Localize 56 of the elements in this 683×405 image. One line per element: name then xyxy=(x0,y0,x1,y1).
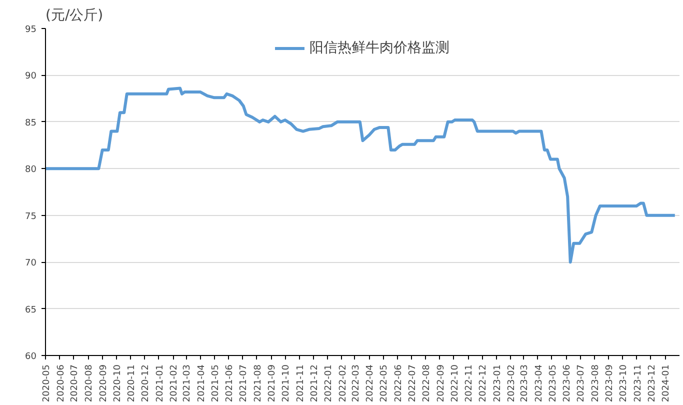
x-tick-label: 2020-07 xyxy=(70,364,80,402)
x-tick-label: 2021-07 xyxy=(239,364,249,402)
x-tick-label: 2020-08 xyxy=(84,364,95,402)
x-tick-label: 2023-09 xyxy=(605,364,616,402)
x-tick-label: 2022-08 xyxy=(422,364,432,402)
x-tick-label: 2022-07 xyxy=(408,364,418,402)
x-tick-label: 2021-02 xyxy=(170,364,180,402)
line-series xyxy=(46,86,676,264)
x-tick-label: 2023-03 xyxy=(520,364,530,402)
x-tick-label: 2023-06 xyxy=(562,364,573,402)
x-tick-label: 2023-05 xyxy=(548,364,558,402)
x-tick-label: 2021-04 xyxy=(196,364,207,402)
x-tick-label: 2022-11 xyxy=(464,364,475,402)
x-tick-label: 2020-10 xyxy=(112,364,123,402)
y-axis-title: (元/公斤) xyxy=(46,8,104,24)
y-tick-label: 70 xyxy=(25,258,37,269)
x-tick-label: 2023-11 xyxy=(633,364,644,402)
x-tick-label: 2021-06 xyxy=(225,364,236,402)
y-tick-label: 65 xyxy=(25,305,36,316)
x-tick-label: 2020-06 xyxy=(56,364,66,402)
y-tick-label: 80 xyxy=(25,165,37,176)
x-tick-label: 2020-11 xyxy=(127,364,138,402)
x-tick-label: 2022-12 xyxy=(478,364,489,402)
x-tick-label: 2021-01 xyxy=(155,364,166,402)
x-tick-label: 2021-09 xyxy=(268,364,278,402)
x-tick-label: 2022-10 xyxy=(450,364,460,402)
x-tick-label: 2021-11 xyxy=(296,364,306,402)
x-tick-label: 2022-03 xyxy=(351,364,362,402)
x-tick-label: 2023-10 xyxy=(619,364,630,402)
x-tick-label: 2022-02 xyxy=(338,364,348,402)
x-tick-label: 2021-05 xyxy=(210,364,221,402)
x-tick-label: 2022-09 xyxy=(436,364,446,402)
x-tick-label: 2023-08 xyxy=(590,364,601,402)
x-tick-label: 2024-01 xyxy=(662,364,672,402)
y-tick-label: 95 xyxy=(25,25,36,35)
x-tick-label: 2020-12 xyxy=(140,364,151,402)
x-tick-label: 2022-04 xyxy=(366,364,376,402)
y-tick-label: 60 xyxy=(25,352,37,362)
y-tick-label: 85 xyxy=(25,118,36,128)
x-tick-label: 2020-09 xyxy=(98,364,109,402)
x-tick-label: 2021-08 xyxy=(253,364,264,402)
x-tick-label: 2021-03 xyxy=(182,364,193,402)
x-tick-label: 2021-12 xyxy=(310,364,320,402)
y-tick-label: 75 xyxy=(25,212,36,222)
x-tick-label: 2023-04 xyxy=(534,364,544,402)
x-tick-label: 2020-05 xyxy=(42,364,52,402)
y-tick-label: 90 xyxy=(25,72,37,82)
x-tick-label: 2021-10 xyxy=(282,364,292,402)
x-tick-label: 2023-01 xyxy=(492,364,503,402)
x-tick-label: 2023-12 xyxy=(647,364,658,402)
legend-label: 阳信热鲜牛肉价格监测 xyxy=(310,39,450,57)
x-tick-label: 2023-02 xyxy=(507,364,518,402)
x-tick-label: 2023-07 xyxy=(576,364,587,402)
x-tick-label: 2022-01 xyxy=(324,364,334,402)
x-tick-label: 2022-05 xyxy=(380,364,390,402)
x-tick-label: 2022-06 xyxy=(394,364,404,402)
